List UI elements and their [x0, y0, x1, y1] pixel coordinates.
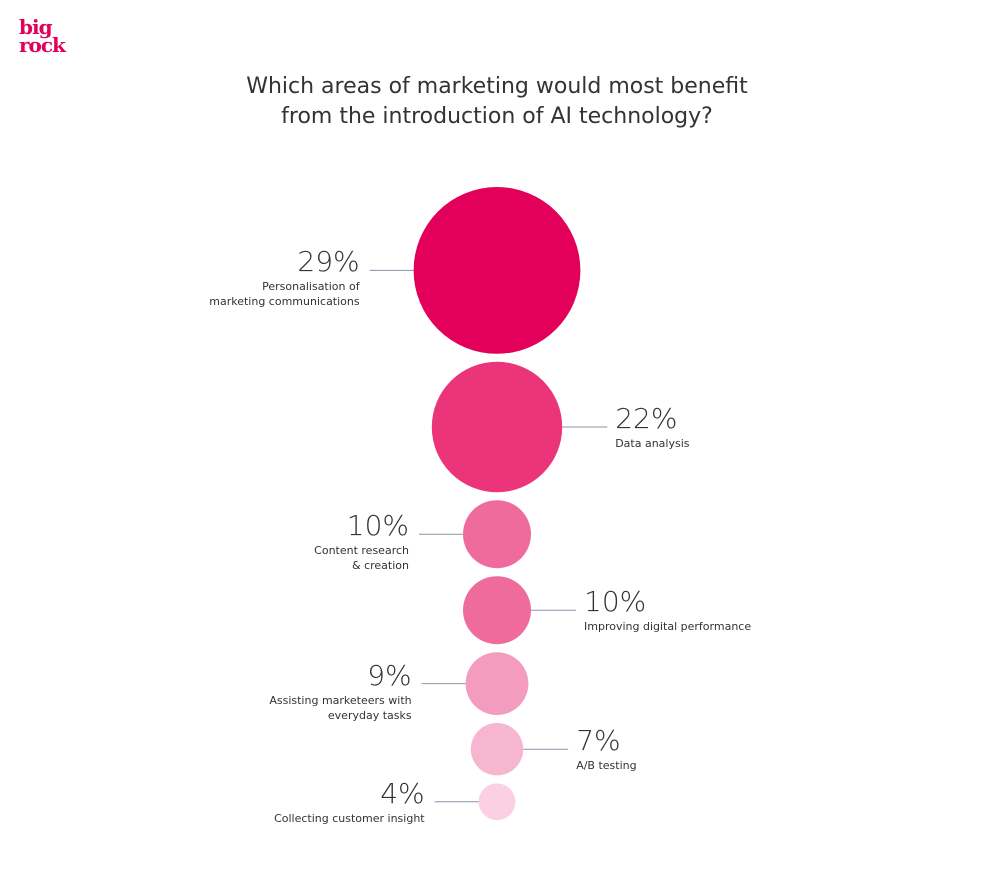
value-label: 29% — [297, 245, 360, 279]
logo-line: rock — [19, 33, 66, 57]
category-label: A/B testing — [576, 759, 637, 773]
bubble — [465, 652, 529, 715]
bubble — [431, 361, 563, 493]
category-label: Improving digital performance — [584, 620, 752, 634]
category-label: Assisting marketeers with everyday tasks — [269, 693, 412, 722]
value-label: 7% — [576, 724, 621, 758]
value-label: 22% — [615, 402, 678, 435]
category-label: Data analysis — [615, 437, 690, 450]
chart-title: Which areas of marketing would most bene… — [246, 74, 748, 129]
category-label: Content research & creation — [314, 544, 409, 573]
bubble — [463, 500, 531, 569]
value-label: 4% — [380, 776, 425, 810]
bubble — [478, 783, 516, 821]
value-label: 10% — [584, 585, 647, 619]
value-label: 9% — [367, 658, 412, 692]
bubble — [413, 187, 581, 354]
category-label: Personalisation of marketing communicati… — [209, 280, 360, 309]
bubble — [463, 576, 531, 645]
value-label: 10% — [346, 509, 409, 543]
category-label: Collecting customer insight — [274, 811, 425, 825]
logo: big rock — [19, 15, 66, 57]
bubble — [470, 723, 524, 776]
logo-line: big — [19, 15, 53, 39]
